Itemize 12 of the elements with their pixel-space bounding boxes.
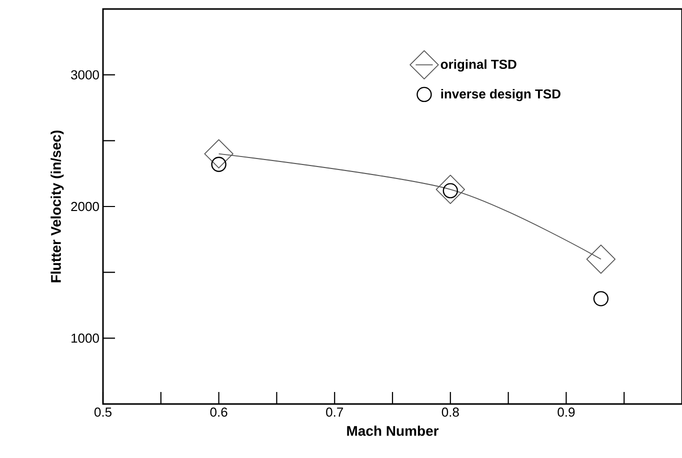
x-tick-label: 0.9 [558,408,575,417]
legend-label: original TSD [440,59,516,72]
y-tick-label: 3000 [71,70,99,80]
x-tick-label: 0.6 [210,408,228,417]
x-tick-label: 0.8 [442,408,459,417]
y-tick-label: 2000 [71,202,99,212]
x-axis-title: Mach Number [347,426,439,436]
y-axis-title: Flutter Velocity (in/sec) [50,130,64,282]
x-tick-label: 0.7 [326,408,343,417]
y-tick-label: 1000 [72,334,99,343]
x-tick-label: 0.5 [94,408,112,417]
legend-label: inverse design TSD [441,88,560,102]
